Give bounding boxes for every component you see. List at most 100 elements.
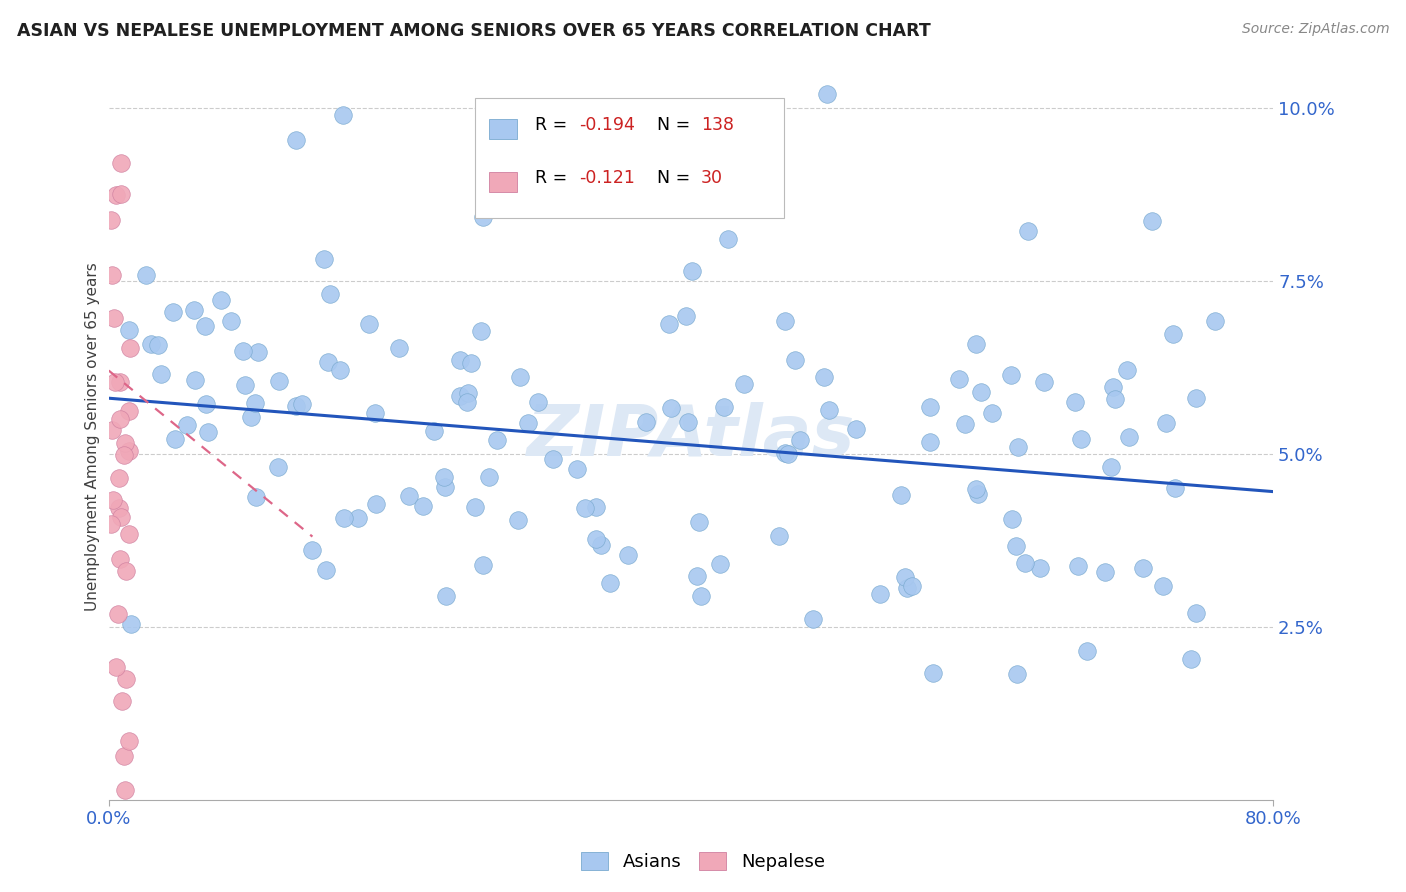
Point xyxy=(966,486,988,500)
Point xyxy=(176,418,198,433)
Point xyxy=(517,416,540,430)
Point xyxy=(110,552,132,566)
Point xyxy=(118,733,141,747)
Point xyxy=(948,372,970,386)
Point xyxy=(1185,606,1208,620)
Text: 30: 30 xyxy=(702,169,723,187)
Point xyxy=(1001,512,1024,526)
Point xyxy=(470,324,492,338)
Point xyxy=(485,434,508,448)
Point xyxy=(509,370,531,384)
Point xyxy=(717,232,740,246)
Point xyxy=(1005,540,1028,554)
Point xyxy=(1067,558,1090,573)
Point xyxy=(347,511,370,525)
Point xyxy=(1204,314,1226,328)
Point xyxy=(585,500,607,515)
Point xyxy=(709,557,731,571)
Point xyxy=(412,499,434,513)
Point xyxy=(1180,651,1202,665)
Point xyxy=(616,549,638,563)
Point xyxy=(1156,416,1178,430)
Point xyxy=(114,436,136,450)
Y-axis label: Unemployment Among Seniors over 65 years: Unemployment Among Seniors over 65 years xyxy=(86,262,100,611)
FancyBboxPatch shape xyxy=(489,119,517,139)
Point xyxy=(658,317,681,331)
Point xyxy=(713,400,735,414)
Point xyxy=(266,459,288,474)
Point xyxy=(1102,380,1125,394)
Point xyxy=(789,433,811,447)
Point xyxy=(1132,560,1154,574)
FancyBboxPatch shape xyxy=(475,98,785,219)
Point xyxy=(103,310,125,325)
Point xyxy=(471,558,494,572)
Point xyxy=(284,399,307,413)
Point xyxy=(1140,214,1163,228)
Point xyxy=(100,268,122,282)
Point xyxy=(118,341,141,355)
Point xyxy=(194,319,217,334)
Point xyxy=(100,213,122,227)
Point xyxy=(970,384,993,399)
Point xyxy=(364,406,387,420)
Point xyxy=(333,511,356,525)
Point xyxy=(1076,644,1098,658)
Point xyxy=(115,565,138,579)
Point xyxy=(526,395,548,409)
Point xyxy=(388,341,411,355)
Point xyxy=(449,353,471,368)
Point xyxy=(209,293,232,307)
Point xyxy=(690,589,713,603)
Point xyxy=(506,513,529,527)
Text: R =: R = xyxy=(534,169,572,187)
Point xyxy=(329,363,352,377)
Point xyxy=(290,397,312,411)
Point xyxy=(1152,579,1174,593)
Point xyxy=(108,412,131,426)
Text: N =: N = xyxy=(657,169,696,187)
Point xyxy=(315,563,337,577)
Point xyxy=(366,497,388,511)
Point xyxy=(869,587,891,601)
Point xyxy=(101,493,124,508)
Point xyxy=(456,394,478,409)
Point xyxy=(965,482,987,496)
Point xyxy=(269,374,291,388)
Point xyxy=(245,396,267,410)
Point xyxy=(1116,363,1139,377)
Point xyxy=(980,406,1002,420)
Point xyxy=(1007,440,1029,454)
Point xyxy=(184,373,207,387)
Text: -0.121: -0.121 xyxy=(579,169,634,187)
Text: N =: N = xyxy=(657,116,696,135)
Text: ASIAN VS NEPALESE UNEMPLOYMENT AMONG SENIORS OVER 65 YEARS CORRELATION CHART: ASIAN VS NEPALESE UNEMPLOYMENT AMONG SEN… xyxy=(17,22,931,40)
Point xyxy=(434,479,457,493)
Point xyxy=(589,538,612,552)
Point xyxy=(183,302,205,317)
Point xyxy=(318,287,340,301)
Point xyxy=(775,445,797,459)
Point xyxy=(112,748,135,763)
Point xyxy=(1164,481,1187,495)
Point xyxy=(107,607,129,621)
Point xyxy=(634,415,657,429)
Point xyxy=(163,432,186,446)
Point xyxy=(100,516,122,531)
Point xyxy=(114,783,136,797)
Point xyxy=(433,470,456,484)
Point xyxy=(785,353,807,368)
Point xyxy=(541,452,564,467)
Point xyxy=(240,410,263,425)
Point xyxy=(567,461,589,475)
Text: Source: ZipAtlas.com: Source: ZipAtlas.com xyxy=(1241,22,1389,37)
Point xyxy=(918,401,941,415)
Point xyxy=(357,317,380,331)
Point xyxy=(115,672,138,686)
Point xyxy=(681,264,703,278)
Point xyxy=(675,310,697,324)
Point xyxy=(104,188,127,202)
Point xyxy=(659,401,682,415)
Point xyxy=(110,375,132,389)
Point xyxy=(686,569,709,583)
